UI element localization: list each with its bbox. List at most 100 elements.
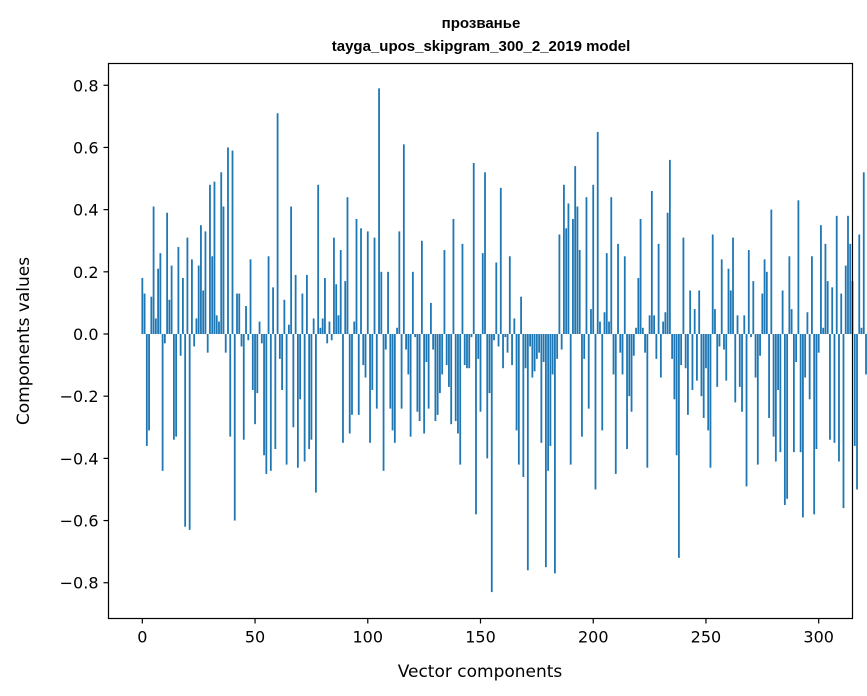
bar <box>321 318 324 335</box>
bars-group <box>141 88 867 593</box>
bar <box>364 334 367 378</box>
bar <box>398 231 401 335</box>
bar <box>508 256 511 334</box>
bar <box>299 334 302 400</box>
bar <box>339 250 342 334</box>
bar <box>371 334 374 390</box>
bar <box>231 150 234 335</box>
bar <box>511 334 513 366</box>
bar <box>698 290 701 334</box>
bar <box>605 253 608 334</box>
bar <box>380 271 383 334</box>
bar <box>655 334 658 359</box>
bar <box>736 315 739 335</box>
bar <box>209 184 211 334</box>
bar <box>283 299 286 334</box>
bar <box>838 334 840 462</box>
bar <box>738 334 741 387</box>
bar <box>621 334 624 375</box>
bar <box>657 243 660 335</box>
bar <box>678 334 680 558</box>
bar <box>319 327 322 335</box>
bar <box>542 334 545 362</box>
bar <box>639 218 642 334</box>
y-tick-label: −0.4 <box>60 449 99 468</box>
bar <box>840 293 843 334</box>
bar <box>856 334 858 490</box>
bar <box>860 327 863 335</box>
bar <box>342 334 344 443</box>
bar <box>702 334 705 418</box>
bar <box>664 312 667 334</box>
bar <box>355 218 358 334</box>
bar <box>391 334 394 431</box>
bar <box>497 334 500 347</box>
bar <box>608 321 610 335</box>
bar <box>524 334 527 369</box>
bar <box>197 265 200 334</box>
bar <box>831 287 834 335</box>
bar <box>583 334 586 359</box>
bar <box>488 334 491 394</box>
bar <box>143 293 146 334</box>
bar <box>567 203 570 335</box>
bar <box>786 334 789 499</box>
bar <box>853 334 856 446</box>
bar <box>549 334 552 446</box>
chart-title-line1: прозванье <box>442 15 521 32</box>
bar <box>792 334 795 453</box>
bar <box>817 334 820 353</box>
bar <box>842 334 845 509</box>
bar <box>709 334 712 468</box>
bar <box>258 321 261 335</box>
bar <box>418 334 421 422</box>
bar <box>439 334 441 394</box>
bar <box>662 321 665 335</box>
bar <box>745 334 748 487</box>
bar <box>267 256 270 334</box>
bar <box>862 172 865 334</box>
bar <box>572 218 574 334</box>
bar <box>750 334 752 338</box>
bar <box>366 231 369 335</box>
y-tick-label: 0.2 <box>73 263 98 282</box>
bar <box>448 334 450 387</box>
y-tick-label: 0.6 <box>73 138 98 157</box>
bar <box>526 334 529 571</box>
bar <box>811 256 813 334</box>
bar <box>813 334 816 515</box>
bar <box>576 206 579 335</box>
bar <box>763 259 766 334</box>
bar <box>659 334 662 378</box>
bar <box>563 184 565 334</box>
bar <box>594 334 597 490</box>
y-tick-label: 0.8 <box>73 76 98 95</box>
bar <box>204 231 207 335</box>
bar <box>653 315 655 335</box>
x-tick-label: 200 <box>578 628 609 647</box>
bar <box>835 215 838 334</box>
bar <box>506 334 509 353</box>
bar <box>175 334 178 437</box>
y-tick-label: −0.8 <box>60 574 99 593</box>
bar <box>772 334 775 437</box>
bar <box>294 274 297 335</box>
bar <box>635 327 637 335</box>
bar <box>533 334 536 372</box>
bar <box>281 334 283 390</box>
bar <box>470 334 473 338</box>
bar <box>353 321 356 335</box>
bar <box>479 334 482 412</box>
bar <box>718 334 721 347</box>
bar <box>741 334 743 412</box>
bar <box>770 209 773 334</box>
bar <box>148 334 150 431</box>
y-tick-label: −0.2 <box>60 387 99 406</box>
bar <box>333 237 335 335</box>
bar <box>705 334 707 369</box>
bar <box>522 334 525 478</box>
bar <box>515 334 518 431</box>
bar <box>251 334 254 390</box>
bar <box>723 334 725 350</box>
bar <box>425 334 428 362</box>
